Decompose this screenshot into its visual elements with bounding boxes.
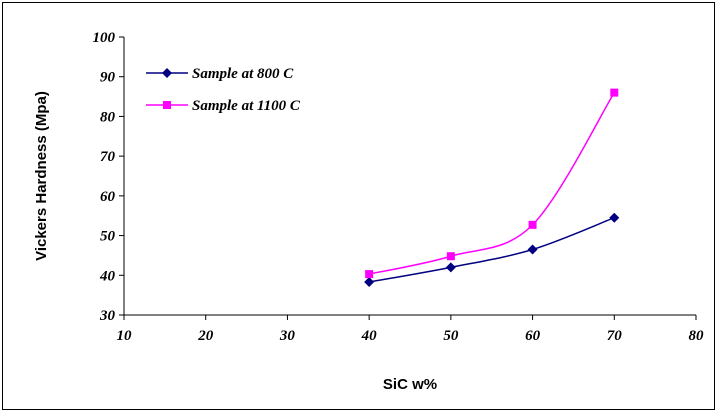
x-ticks: 10 20 30 40 50 60 70 80	[117, 315, 705, 344]
legend: Sample at 800 C Sample at 1100 C	[146, 66, 301, 114]
y-tick-label: 70	[100, 149, 116, 165]
data-point	[364, 277, 375, 288]
data-point	[610, 88, 619, 97]
x-tick-label: 20	[197, 328, 214, 344]
series-line	[368, 92, 615, 275]
legend-marker	[163, 101, 171, 109]
series-2	[365, 88, 619, 279]
series-layer	[364, 88, 620, 288]
y-tick-label: 50	[100, 229, 116, 245]
x-tick-label: 70	[607, 328, 623, 344]
y-ticks: 30 40 50 60 70 80 90 100	[93, 30, 124, 324]
x-tick-label: 50	[443, 328, 459, 344]
y-tick-label: 80	[100, 109, 116, 125]
y-tick-label: 90	[100, 70, 116, 86]
legend-marker	[162, 68, 172, 78]
series-1	[364, 212, 620, 288]
data-point	[445, 262, 456, 273]
legend-item: Sample at 1100 C	[146, 98, 301, 114]
x-tick-label: 40	[361, 328, 378, 344]
x-tick-label: 10	[117, 328, 133, 344]
data-point	[609, 212, 620, 223]
legend-label: Sample at 1100 C	[192, 98, 301, 114]
x-tick-label: 60	[525, 328, 541, 344]
legend-label: Sample at 800 C	[192, 66, 294, 82]
chart-frame	[2, 2, 715, 410]
x-axis-title: SiC w%	[383, 376, 437, 393]
y-tick-label: 40	[99, 268, 116, 284]
series-line	[369, 217, 615, 283]
data-point	[446, 252, 455, 261]
data-point	[527, 244, 538, 255]
y-tick-label: 60	[100, 189, 116, 205]
y-tick-label: 100	[93, 30, 116, 46]
x-tick-label: 30	[279, 328, 296, 344]
x-tick-label: 80	[689, 328, 705, 344]
y-axis-title: Vickers Hardness (Mpa)	[33, 91, 50, 261]
legend-item: Sample at 800 C	[146, 66, 294, 82]
data-point	[365, 270, 374, 279]
y-tick-label: 30	[99, 308, 116, 324]
data-point	[528, 220, 537, 229]
